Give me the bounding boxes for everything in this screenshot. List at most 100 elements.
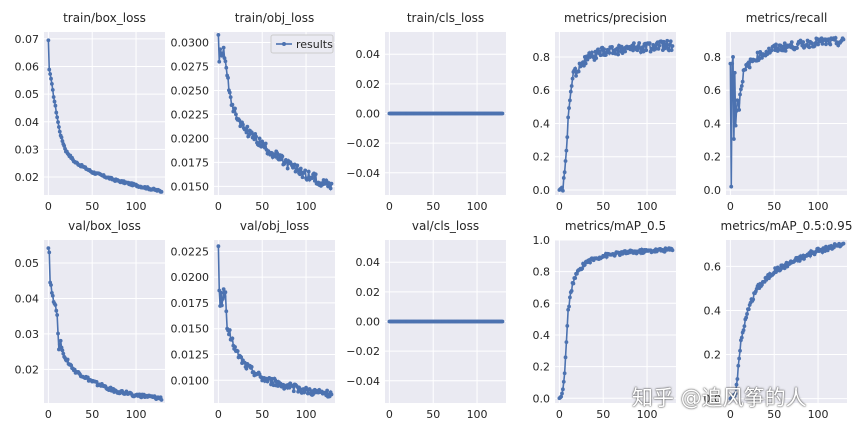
data-point — [778, 267, 783, 272]
data-point — [664, 44, 669, 49]
data-point — [781, 44, 785, 49]
data-point — [576, 69, 581, 74]
data-point — [295, 163, 300, 168]
panel-title: metrics/recall — [746, 11, 828, 25]
data-point — [562, 170, 567, 175]
data-point — [588, 260, 592, 265]
data-point — [782, 41, 787, 46]
x-tick-label: 100 — [296, 408, 317, 421]
x-tick-label: 50 — [85, 408, 99, 421]
y-tick-label: 0.0300 — [171, 37, 210, 50]
x-tick-label: 100 — [126, 200, 147, 213]
data-point — [329, 181, 334, 186]
data-point — [731, 55, 735, 59]
data-point — [233, 345, 237, 349]
data-point — [564, 148, 569, 153]
data-point — [739, 87, 743, 92]
data-point — [227, 328, 232, 332]
data-point — [49, 283, 53, 287]
y-tick-label: 0.0225 — [171, 108, 210, 121]
y-tick-label: 0.05 — [15, 257, 40, 270]
data-point — [560, 185, 564, 190]
data-point — [500, 111, 505, 116]
x-tick-label: 0 — [215, 200, 222, 213]
data-point — [219, 290, 223, 295]
y-tick-label: −0.04 — [346, 375, 380, 388]
y-tick-label: 0.0 — [533, 184, 551, 197]
data-point — [583, 61, 588, 66]
x-tick-label: 0 — [215, 408, 222, 421]
y-tick-label: 0.02 — [356, 78, 381, 91]
x-tick-label: 0 — [556, 200, 563, 213]
data-point — [244, 366, 249, 371]
data-point — [244, 130, 249, 135]
legend-box — [270, 34, 334, 54]
data-point — [57, 347, 61, 352]
x-tick-label: 100 — [296, 200, 317, 213]
data-point — [732, 70, 737, 75]
data-point — [54, 110, 59, 115]
data-point — [573, 276, 578, 280]
data-point — [580, 266, 585, 271]
y-tick-label: 0.06 — [15, 61, 40, 74]
y-tick-label: 0.02 — [356, 286, 381, 299]
data-point — [735, 377, 740, 381]
data-point — [56, 331, 60, 336]
data-point — [46, 246, 51, 251]
panel-val-obj-loss: 0.0100 0.0125 0.0150 0.0175 0.0200 0.0225 0 50 1… — [171, 219, 335, 421]
data-point — [218, 47, 223, 52]
data-point — [567, 304, 571, 309]
data-point — [50, 88, 55, 92]
data-point — [820, 41, 825, 46]
data-point — [47, 67, 52, 72]
data-point — [228, 95, 233, 100]
data-point — [233, 106, 237, 111]
data-point — [668, 39, 673, 44]
data-point — [303, 168, 308, 173]
plot-background — [555, 32, 676, 195]
data-point — [221, 287, 226, 292]
data-point — [59, 135, 64, 140]
x-tick-label: 0 — [556, 408, 563, 421]
data-point — [734, 382, 739, 387]
y-tick-label: 0.6 — [533, 84, 551, 97]
data-point — [224, 309, 229, 314]
data-point — [566, 307, 571, 312]
data-point — [665, 38, 670, 43]
x-tick-label: 100 — [808, 408, 829, 421]
data-point — [328, 186, 333, 191]
panel-val-box-loss: 0.02 0.03 0.04 0.05 0 50 100 val/box_loss — [15, 219, 165, 421]
y-tick-label: 0.2 — [704, 151, 722, 164]
panel-train-cls-loss: −0.04 −0.02 0.00 0.02 0.04 0 50 100 train/cls_lo… — [346, 11, 506, 213]
data-point — [616, 52, 621, 57]
panel-title: train/obj_loss — [235, 11, 314, 25]
y-tick-label: 0.2 — [533, 361, 551, 374]
x-tick-label: 0 — [45, 408, 52, 421]
data-point — [312, 178, 317, 183]
data-point — [245, 124, 250, 129]
data-point — [62, 143, 67, 148]
data-point — [94, 380, 99, 384]
data-point — [623, 49, 628, 54]
data-point — [278, 157, 283, 162]
data-point — [275, 151, 280, 155]
data-point — [560, 387, 565, 392]
x-tick-label: 50 — [767, 200, 781, 213]
data-point — [217, 59, 222, 64]
data-point — [223, 290, 228, 295]
y-tick-label: −0.04 — [346, 167, 380, 180]
x-tick-label: 0 — [386, 408, 393, 421]
y-tick-label: 0.4 — [533, 117, 551, 130]
y-tick-label: 0.0125 — [171, 349, 210, 362]
data-point — [828, 42, 833, 47]
data-point — [738, 92, 742, 97]
data-point — [241, 122, 245, 127]
y-tick-label: 0.8 — [704, 51, 722, 64]
data-point — [744, 315, 749, 320]
y-tick-label: 0.02 — [15, 171, 40, 184]
y-tick-label: 0.0250 — [171, 84, 210, 97]
data-point — [657, 43, 662, 48]
y-tick-label: 0.6 — [704, 260, 722, 273]
data-point — [737, 108, 742, 112]
